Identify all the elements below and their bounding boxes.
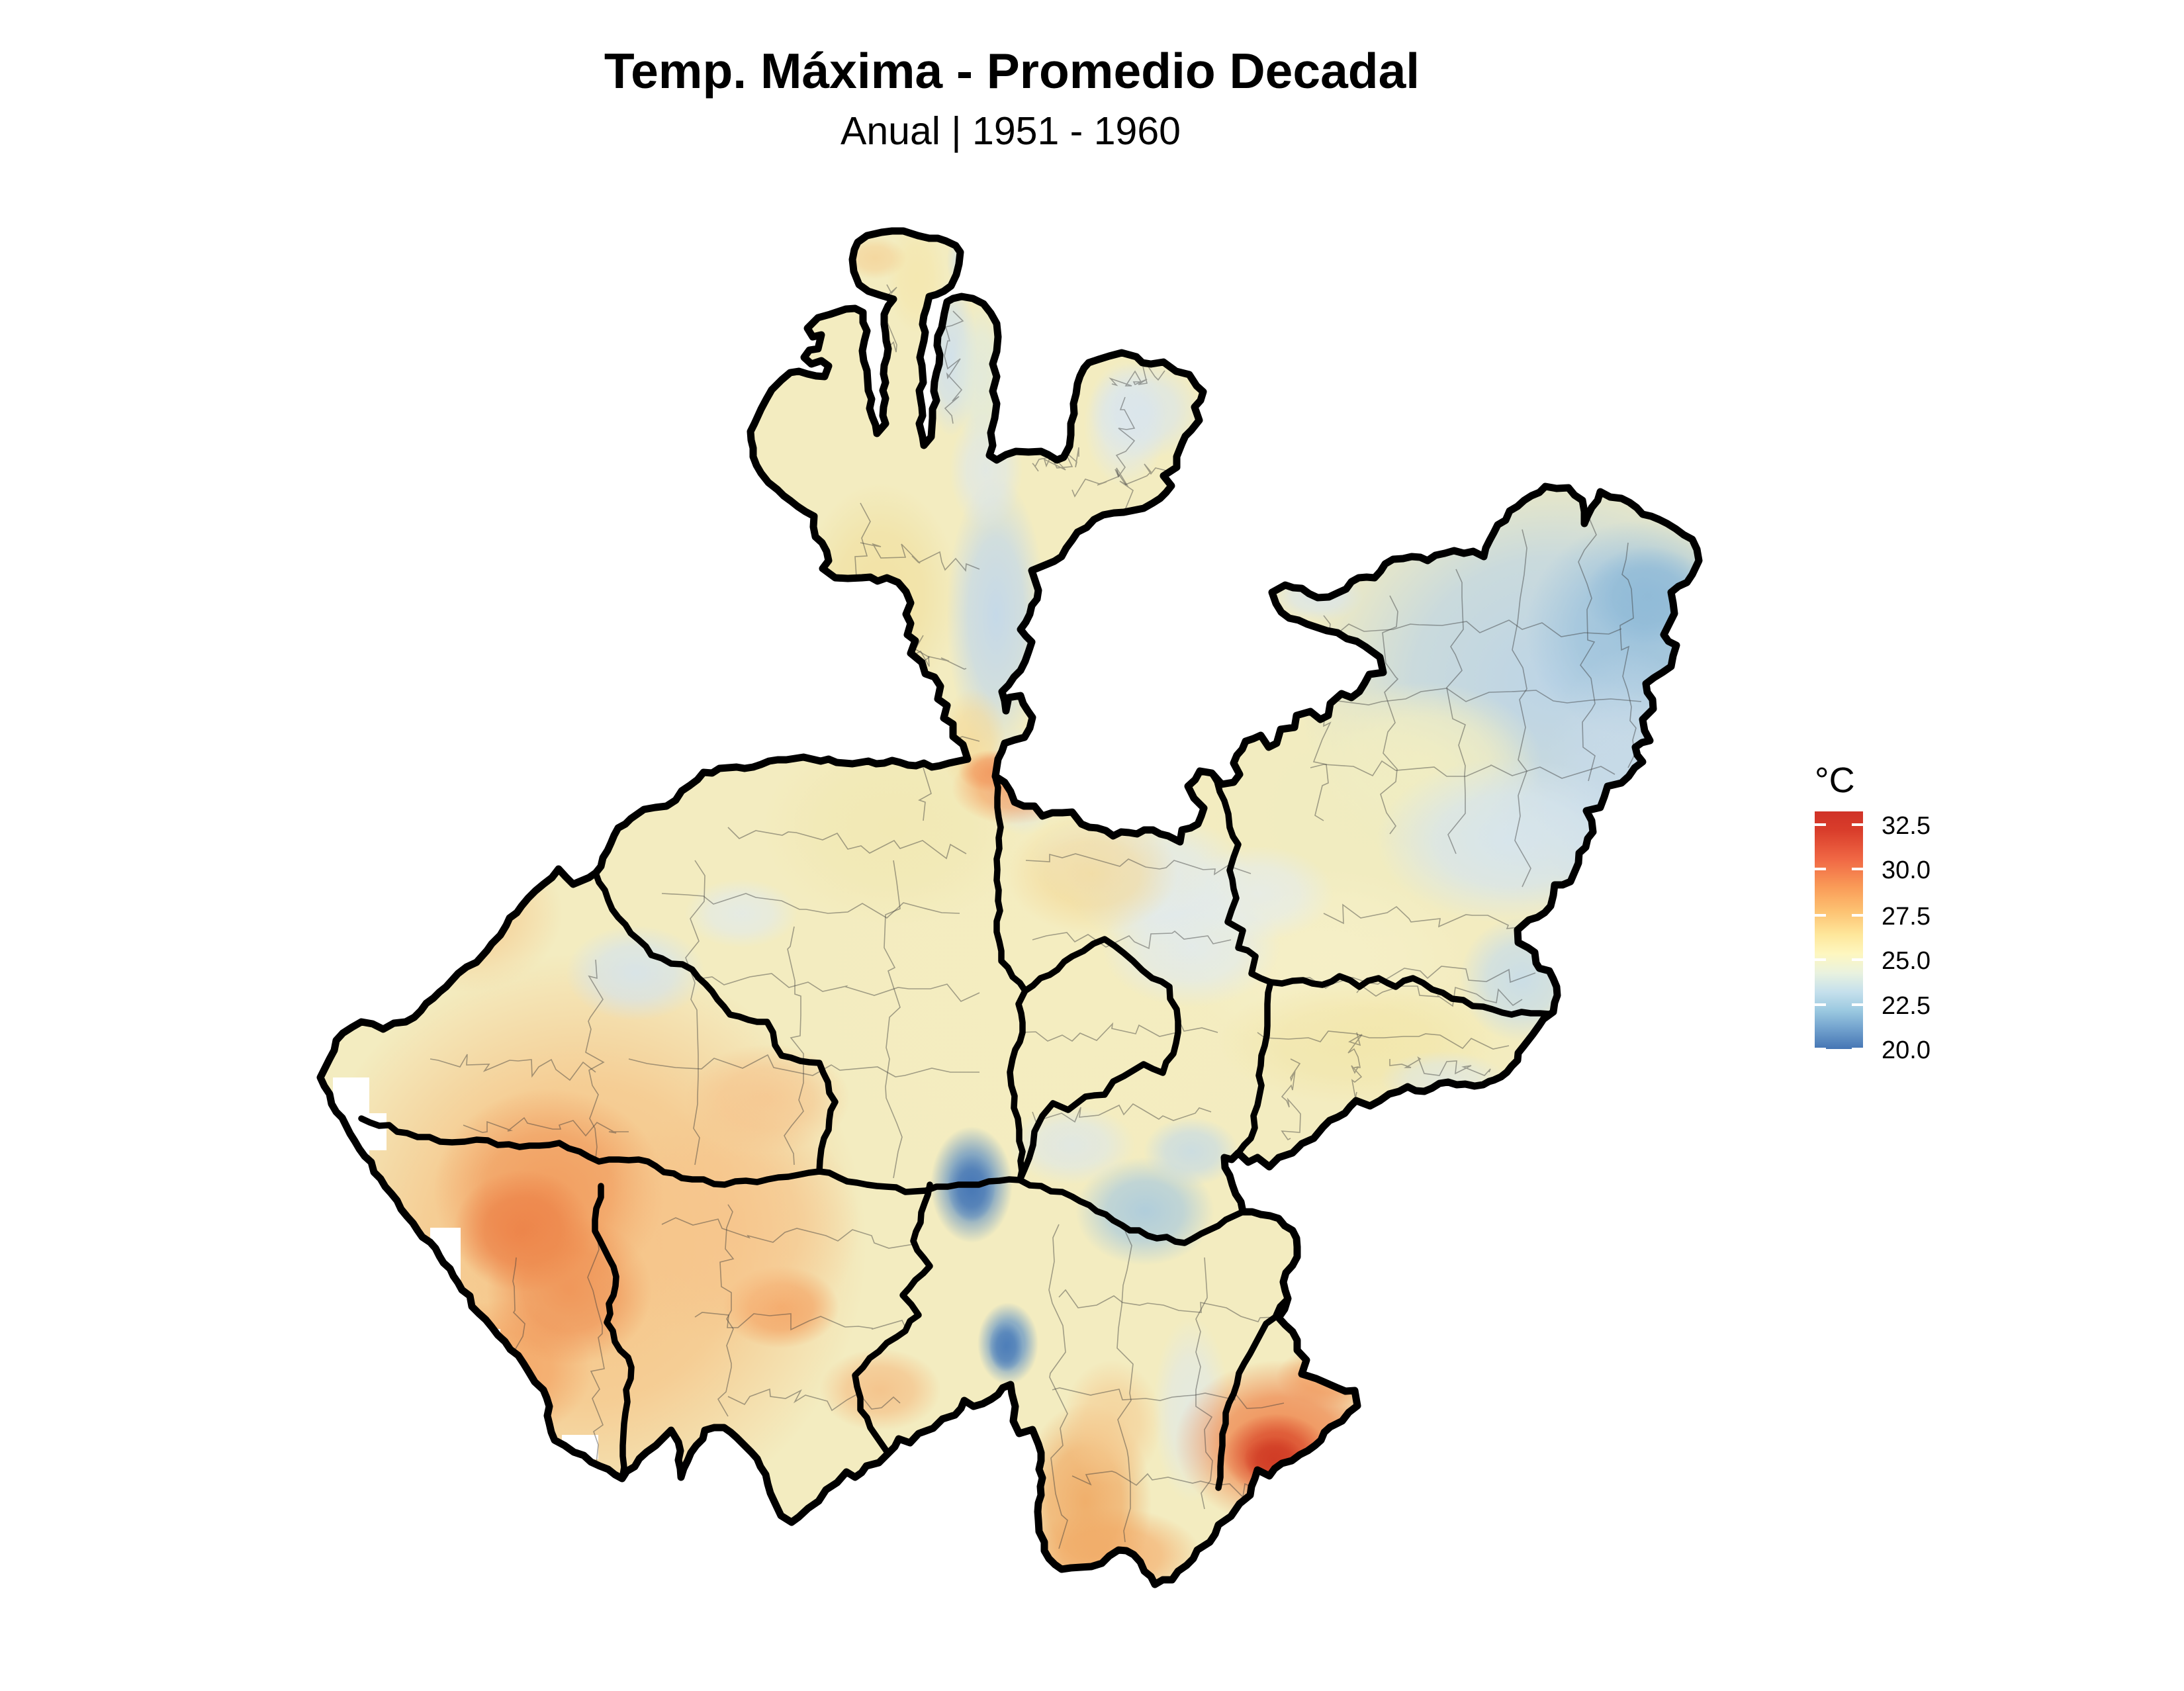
svg-text:Temp. Máxima - Promedio Decada: Temp. Máxima - Promedio Decadal: [604, 43, 1420, 99]
svg-text:Anual | 1951 - 1960: Anual | 1951 - 1960: [841, 109, 1181, 153]
svg-text:30.0: 30.0: [1882, 856, 1931, 884]
svg-text:20.0: 20.0: [1882, 1036, 1931, 1064]
svg-text:°C: °C: [1815, 760, 1855, 800]
svg-text:27.5: 27.5: [1882, 903, 1931, 931]
svg-text:25.0: 25.0: [1882, 947, 1931, 975]
svg-text:22.5: 22.5: [1882, 992, 1931, 1020]
svg-text:32.5: 32.5: [1882, 812, 1931, 840]
